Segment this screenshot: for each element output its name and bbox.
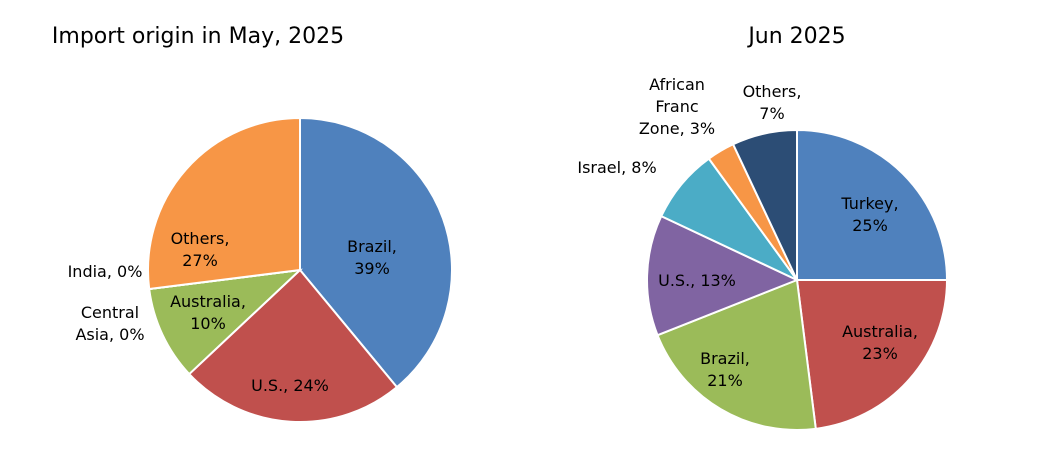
data-label: Others, 27% [171, 229, 230, 270]
pie-slice [795, 279, 949, 430]
chart-title: Jun 2025 [746, 24, 845, 49]
data-label: U.S., 13% [658, 271, 736, 290]
data-label: Others, 7% [743, 82, 802, 123]
pie-slice [187, 268, 399, 423]
data-label: Brazil, 21% [700, 349, 750, 390]
pie-slice [656, 278, 817, 431]
pie-slice [731, 128, 798, 281]
data-label: Australia, 10% [170, 292, 246, 333]
pie-slice [148, 268, 303, 376]
pie-slice [147, 116, 301, 291]
data-label: Israel, 8% [577, 158, 656, 177]
data-label: U.S., 24% [251, 376, 329, 395]
pie-slice [646, 214, 800, 337]
data-label: Central Asia, 0% [75, 303, 144, 344]
data-label: African Franc Zone, 3% [639, 75, 715, 138]
chart-title: Import origin in May, 2025 [52, 24, 344, 49]
pie-slice [299, 116, 453, 389]
data-label: Turkey, 25% [840, 194, 898, 235]
pie-slice [796, 128, 949, 281]
data-label: India, 0% [68, 262, 143, 281]
data-label: Australia, 23% [842, 322, 918, 363]
data-label: Brazil, 39% [347, 237, 397, 278]
